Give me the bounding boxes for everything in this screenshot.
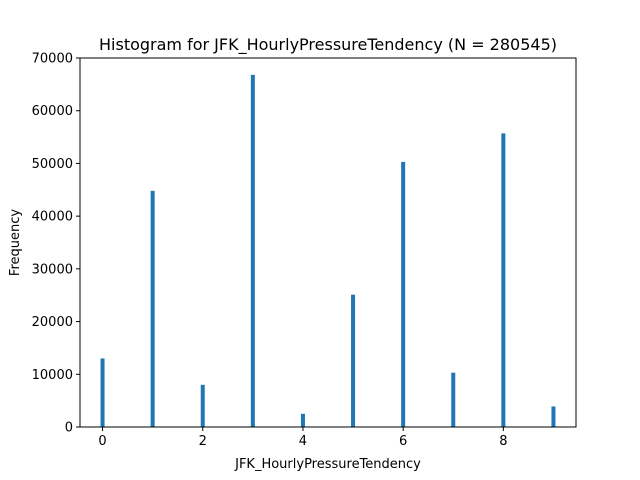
y-tick-label-0: 0 [65,421,73,436]
y-tick-label-50000: 50000 [32,157,73,172]
bar-8 [501,133,506,427]
x-tick-label-4: 4 [299,434,307,449]
y-tick-label-40000: 40000 [32,210,73,225]
bar-1 [150,190,155,427]
bars [100,74,556,428]
bar-9 [551,406,556,427]
y-tick-label-10000: 10000 [32,368,73,383]
x-tick-label-6: 6 [399,434,407,449]
bar-7 [451,372,456,427]
y-tick-label-30000: 30000 [32,262,73,277]
y-axis: 0 10000 20000 30000 40000 50000 60000 70000 [32,52,80,436]
x-tick-label-8: 8 [499,434,507,449]
bar-4 [300,413,305,427]
chart-title: Histogram for JFK_HourlyPressureTendency… [99,35,557,55]
bar-6 [401,161,406,427]
x-tick-label-2: 2 [199,434,207,449]
y-tick-label-20000: 20000 [32,315,73,330]
bar-0 [100,358,105,427]
x-tick-label-0: 0 [98,434,106,449]
bar-2 [200,384,205,427]
y-tick-label-70000: 70000 [32,52,73,67]
bar-3 [250,74,255,428]
y-axis-label: Frequency [8,209,23,276]
x-axis: 0 2 4 6 8 [98,427,507,449]
axes-frame [79,57,577,428]
x-axis-label: JFK_HourlyPressureTendency [234,457,421,472]
y-tick-label-60000: 60000 [32,104,73,119]
bar-5 [351,294,356,427]
